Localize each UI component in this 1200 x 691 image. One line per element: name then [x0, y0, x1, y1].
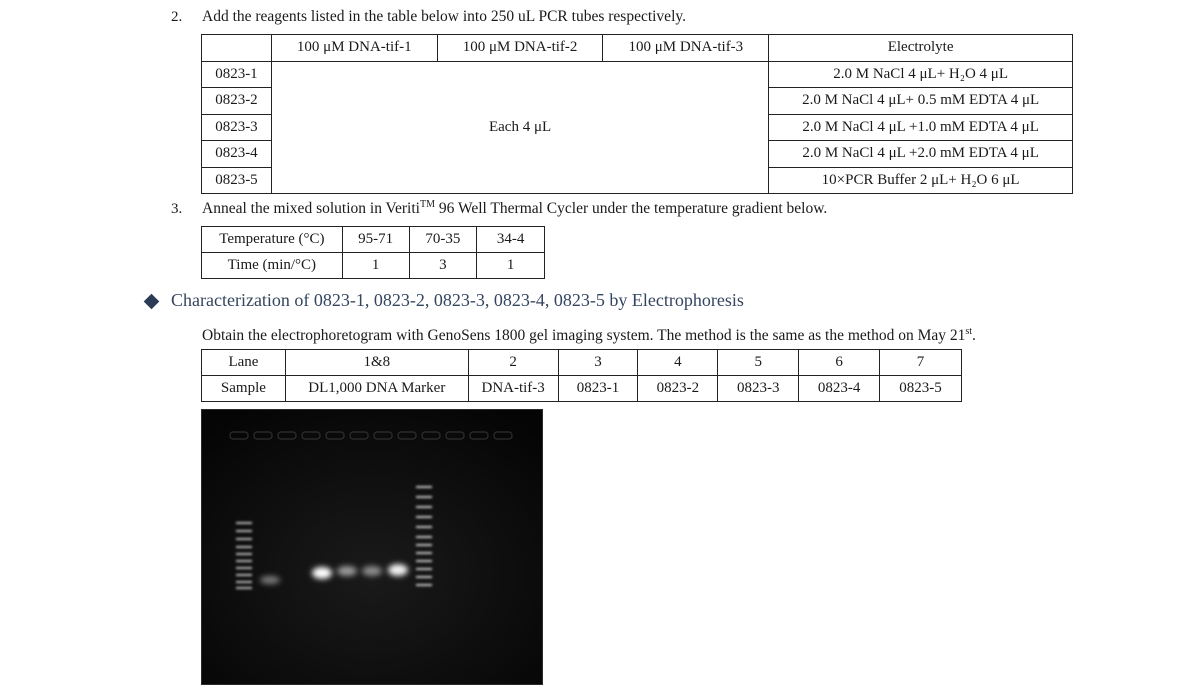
- step-2-text: Add the reagents listed in the table bel…: [202, 8, 686, 25]
- gel-background: [202, 410, 542, 684]
- electrolyte-cell: 2.0 M NaCl 4 μL+ H₂O 4 μL: [768, 60, 1073, 88]
- lane-table: Lane 1&8 2 3 4 5 6 7 Sample DL1,000 DNA …: [201, 349, 962, 402]
- temperature-value-cell: 70-35: [408, 226, 478, 253]
- sample-row: Sample DL1,000 DNA Marker DNA-tif-3 0823…: [201, 375, 962, 402]
- gel-intro-suffix: .: [972, 327, 976, 344]
- sample-cell: 0823-2: [637, 375, 719, 402]
- lane-cell: 1&8: [284, 349, 469, 376]
- reagent-header-row: 100 μM DNA-tif-1 100 μM DNA-tif-2 100 μM…: [201, 34, 1073, 62]
- reagent-row: 0823-5 10×PCR Buffer 2 μL+ H₂O 6 μL: [201, 166, 1073, 194]
- electrolyte-cell: 10×PCR Buffer 2 μL+ H₂O 6 μL: [768, 166, 1073, 194]
- temperature-table: Temperature (°C) 95-71 70-35 34-4 Time (…: [201, 226, 545, 279]
- lane-cell: 4: [637, 349, 719, 376]
- time-value-cell: 1: [341, 252, 410, 279]
- sample-cell: 0823-5: [879, 375, 962, 402]
- lane-cell: Lane: [201, 349, 286, 376]
- sample-cell: DNA-tif-3: [467, 375, 559, 402]
- sample-bands: [260, 564, 408, 584]
- marker-ladder-right: [416, 486, 432, 586]
- reagent-header-cell: 100 μM DNA-tif-3: [602, 34, 770, 62]
- time-label-cell: Time (min/°C): [201, 252, 343, 279]
- lane-cell: 6: [798, 349, 881, 376]
- sample-cell: Sample: [201, 375, 286, 402]
- step-2-number: 2.: [171, 9, 183, 25]
- sample-id-cell: 0823-1: [201, 60, 272, 88]
- sample-id-cell: 0823-5: [201, 166, 272, 194]
- ordinal-superscript: st: [965, 325, 973, 337]
- reagent-row: 0823-3 2.0 M NaCl 4 μL +1.0 mM EDTA 4 μL: [201, 113, 1073, 141]
- reagent-header-cell: [201, 34, 272, 62]
- sample-cell: 0823-1: [557, 375, 639, 402]
- temperature-value-cell: 95-71: [341, 226, 410, 253]
- gel-image: [201, 409, 543, 685]
- time-value-cell: 1: [476, 252, 545, 279]
- reagent-row: 0823-1 Each 4 μL 2.0 M NaCl 4 μL+ H₂O 4 …: [201, 60, 1073, 194]
- sample-id-cell: 0823-4: [201, 140, 272, 168]
- reagent-row: 0823-2 2.0 M NaCl 4 μL+ 0.5 mM EDTA 4 μL: [201, 87, 1073, 115]
- trademark-superscript: TM: [419, 198, 435, 210]
- section-title: Characterization of 0823-1, 0823-2, 0823…: [171, 290, 744, 310]
- marker-ladder-left: [236, 522, 252, 589]
- reagent-header-cell: Electrolyte: [768, 34, 1073, 62]
- time-row: Time (min/°C) 1 3 1: [201, 252, 545, 279]
- reagent-row: 0823-4 2.0 M NaCl 4 μL +2.0 mM EDTA 4 μL: [201, 140, 1073, 168]
- temperature-value-cell: 34-4: [476, 226, 545, 253]
- gel-intro-main: Obtain the electrophoretogram with GenoS…: [202, 327, 966, 344]
- lane-cell: 2: [467, 349, 559, 376]
- lane-row: Lane 1&8 2 3 4 5 6 7: [201, 349, 962, 376]
- reagent-table: 100 μM DNA-tif-1 100 μM DNA-tif-2 100 μM…: [201, 34, 1073, 194]
- reagent-header-cell: 100 μM DNA-tif-2: [436, 34, 604, 62]
- step-3-number: 3.: [171, 201, 183, 217]
- sample-cell: 0823-3: [717, 375, 800, 402]
- gel-electrophoretogram: [202, 410, 542, 684]
- gel-intro-text: Obtain the electrophoretogram with GenoS…: [202, 325, 976, 345]
- electrolyte-cell: 2.0 M NaCl 4 μL +2.0 mM EDTA 4 μL: [768, 140, 1073, 168]
- sample-cell: 0823-4: [798, 375, 881, 402]
- time-value-cell: 3: [408, 252, 478, 279]
- lane-cell: 3: [557, 349, 639, 376]
- step-3-text-before: Anneal the mixed solution in Veriti: [202, 200, 420, 217]
- lane-cell: 5: [717, 349, 800, 376]
- electrolyte-cell: 2.0 M NaCl 4 μL +1.0 mM EDTA 4 μL: [768, 113, 1073, 141]
- step-3-text: Anneal the mixed solution in VeritiTM 96…: [202, 198, 828, 218]
- diamond-bullet-icon: [143, 293, 160, 310]
- electrolyte-cell: 2.0 M NaCl 4 μL+ 0.5 mM EDTA 4 μL: [768, 87, 1073, 115]
- gel-wells: [229, 431, 513, 440]
- lane-cell: 7: [879, 349, 962, 376]
- sample-cell: DL1,000 DNA Marker: [284, 375, 469, 402]
- reagent-header-cell: 100 μM DNA-tif-1: [270, 34, 438, 62]
- step-3-text-after: 96 Well Thermal Cycler under the tempera…: [434, 200, 828, 217]
- sample-id-cell: 0823-3: [201, 113, 272, 141]
- temperature-row: Temperature (°C) 95-71 70-35 34-4: [201, 226, 545, 253]
- sample-id-cell: 0823-2: [201, 87, 272, 115]
- merged-amount-cell: Each 4 μL: [270, 60, 770, 194]
- temperature-label-cell: Temperature (°C): [201, 226, 343, 253]
